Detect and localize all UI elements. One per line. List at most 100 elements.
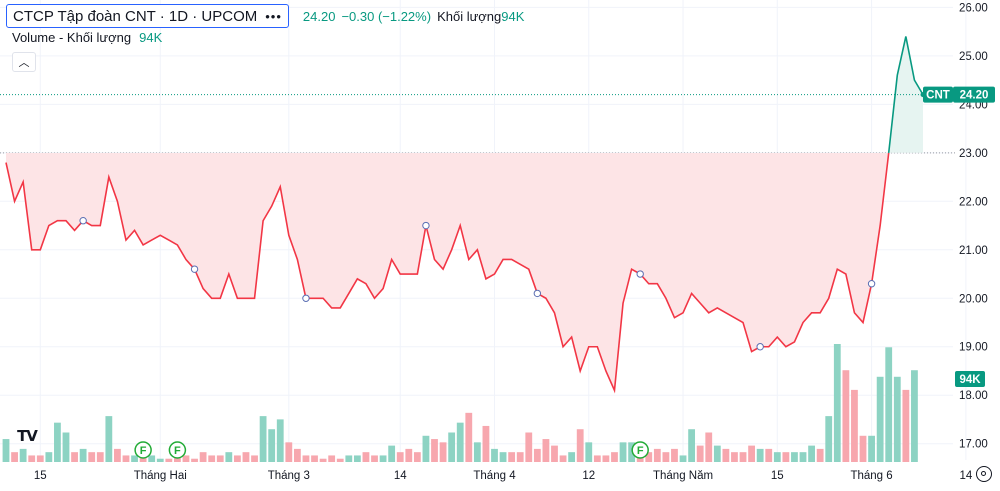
volume-bar bbox=[773, 452, 781, 462]
volume-bar bbox=[225, 452, 233, 462]
x-tick-label: 12 bbox=[582, 470, 595, 482]
x-tick-label: 15 bbox=[34, 470, 47, 482]
volume-indicator-value: 94K bbox=[139, 30, 163, 45]
volume-bar bbox=[765, 448, 773, 462]
volume-bar bbox=[199, 452, 207, 462]
last-price-badge bbox=[953, 86, 995, 103]
volume-bar bbox=[422, 435, 430, 462]
volume-bar bbox=[182, 455, 190, 462]
volume-bar bbox=[242, 452, 250, 462]
volume-bar bbox=[328, 455, 336, 462]
volume-bar bbox=[319, 458, 327, 462]
symbol-badge bbox=[923, 86, 953, 103]
volume-bar bbox=[825, 416, 833, 462]
symbol-badge-label: CNT bbox=[926, 90, 950, 102]
x-tick-label: 14 bbox=[394, 470, 407, 482]
collapse-legend-button[interactable]: ︿ bbox=[12, 52, 36, 72]
chevron-up-icon: ︿ bbox=[18, 57, 30, 69]
volume-bar bbox=[79, 448, 87, 462]
financials-marker-label: F bbox=[140, 445, 147, 457]
volume-bar bbox=[379, 455, 387, 462]
y-tick-label: 21.00 bbox=[959, 245, 988, 257]
price-line-below bbox=[5, 152, 890, 394]
volume-bar bbox=[508, 452, 516, 462]
volume-bar bbox=[542, 439, 550, 462]
volume-bar bbox=[559, 455, 567, 462]
volume-bar bbox=[516, 452, 524, 462]
volume-bar bbox=[602, 455, 610, 462]
volume-bar bbox=[251, 455, 258, 462]
volume-bar bbox=[336, 458, 344, 462]
volume-bar bbox=[859, 435, 867, 462]
volume-bar bbox=[371, 455, 378, 462]
tradingview-logo-icon[interactable]: TV bbox=[17, 427, 38, 445]
volume-bar bbox=[362, 452, 370, 462]
y-tick-label: 20.00 bbox=[959, 293, 988, 305]
volume-bar bbox=[439, 442, 447, 462]
dividend-marker bbox=[79, 216, 87, 225]
x-tick-label: Tháng Hai bbox=[134, 470, 187, 482]
volume-indicator-label: Volume - Khối lượng bbox=[12, 30, 132, 45]
dividend-marker bbox=[533, 289, 542, 298]
y-tick-label: 19.00 bbox=[959, 342, 988, 354]
more-options-icon[interactable]: ••• bbox=[265, 8, 282, 24]
volume-bar bbox=[491, 448, 498, 462]
financials-marker-label: F bbox=[637, 445, 644, 457]
last-price: 24.20 bbox=[302, 8, 336, 24]
volume-bar bbox=[448, 432, 456, 462]
volume-bar bbox=[88, 452, 96, 462]
volume-bar bbox=[885, 347, 893, 462]
x-tick-label: 14 bbox=[959, 470, 972, 482]
volume-bar bbox=[345, 455, 353, 462]
volume-bar bbox=[216, 455, 224, 462]
volume-bar bbox=[268, 429, 276, 462]
legend-header: CTCP Tập đoàn CNT · 1D · UPCOM ••• 24.20… bbox=[6, 4, 524, 28]
last-price-badge-label: 24.20 bbox=[960, 90, 989, 102]
y-tick-label: 18.00 bbox=[959, 390, 988, 402]
volume-bar bbox=[911, 370, 918, 462]
volume-bar bbox=[54, 422, 61, 462]
volume-bar bbox=[353, 455, 361, 462]
volume-bar bbox=[893, 376, 901, 462]
volume-bar bbox=[645, 452, 653, 462]
volume-badge-label: 94K bbox=[959, 374, 981, 386]
volume-bar bbox=[533, 448, 541, 462]
x-tick-label: Tháng Năm bbox=[653, 470, 713, 482]
x-tick-label: Tháng 3 bbox=[268, 470, 310, 482]
volume-bar bbox=[311, 455, 318, 462]
volume-bar bbox=[62, 432, 70, 462]
volume-bar bbox=[833, 344, 841, 462]
volume-bar bbox=[302, 455, 310, 462]
volume-bar bbox=[191, 458, 198, 462]
volume-bar bbox=[285, 442, 293, 462]
volume-bar bbox=[36, 455, 44, 462]
volume-bar bbox=[585, 442, 593, 462]
volume-bar bbox=[713, 445, 721, 462]
volume-bar bbox=[28, 455, 36, 462]
volume-bar bbox=[105, 416, 113, 462]
x-tick-label: 15 bbox=[771, 470, 784, 482]
symbol-selector[interactable]: CTCP Tập đoàn CNT · 1D · UPCOM ••• bbox=[6, 4, 289, 28]
volume-value: 94K bbox=[501, 8, 525, 24]
x-tick-label: Tháng 4 bbox=[473, 470, 516, 482]
volume-bar bbox=[276, 419, 284, 462]
volume-bar bbox=[388, 445, 396, 462]
volume-bar bbox=[482, 425, 490, 462]
dividend-marker bbox=[636, 270, 644, 278]
volume-bar bbox=[842, 370, 850, 462]
volume-bar bbox=[431, 439, 438, 462]
volume-bar bbox=[19, 448, 27, 462]
volume-bar bbox=[11, 452, 18, 462]
volume-bar bbox=[722, 448, 730, 462]
volume-bar bbox=[473, 442, 481, 462]
y-tick-label: 17.00 bbox=[959, 439, 988, 451]
dividend-marker bbox=[302, 294, 310, 302]
settings-icon[interactable] bbox=[976, 466, 992, 482]
volume-bar bbox=[2, 439, 10, 462]
symbol-title: CTCP Tập đoàn CNT · 1D · UPCOM bbox=[13, 7, 258, 25]
price-change: −0.30 (−1.22%) bbox=[341, 8, 432, 24]
dividend-marker bbox=[190, 265, 199, 273]
volume-bar bbox=[456, 422, 464, 462]
y-tick-label: 26.00 bbox=[959, 2, 988, 14]
